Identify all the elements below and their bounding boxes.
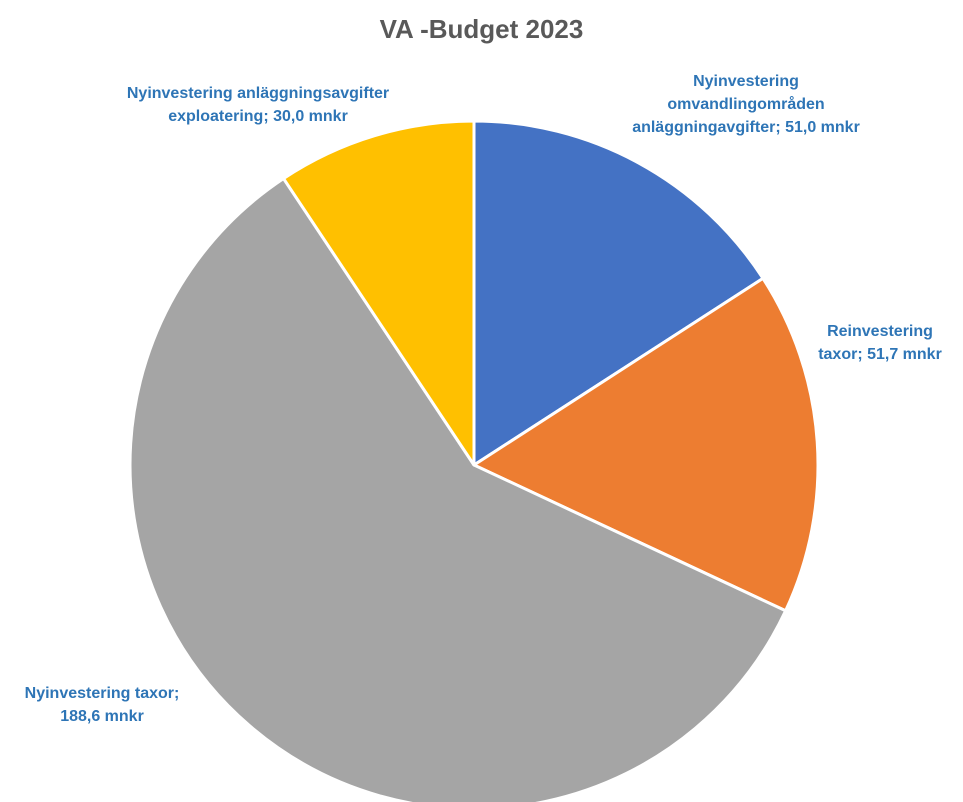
chart-title: VA -Budget 2023 [379, 14, 584, 44]
slice-reinvestering-taxor [472, 276, 820, 613]
data-label-omvandlingomraden: Nyinvestering omvandlingområden anläggni… [632, 73, 860, 136]
slice-nyinvestering-taxor [128, 177, 788, 802]
slice-omvandlingomraden [472, 119, 765, 467]
data-label-nyinvestering-taxor: Nyinvestering taxor; 188,6 mnkr [24, 685, 180, 725]
data-label-exploatering: Nyinvestering anläggningsavgifter exploa… [126, 85, 390, 125]
slice-exploatering [282, 119, 476, 467]
data-label-reinvestering-taxor: Reinvestering taxor; 51,7 mnkr [818, 323, 942, 363]
